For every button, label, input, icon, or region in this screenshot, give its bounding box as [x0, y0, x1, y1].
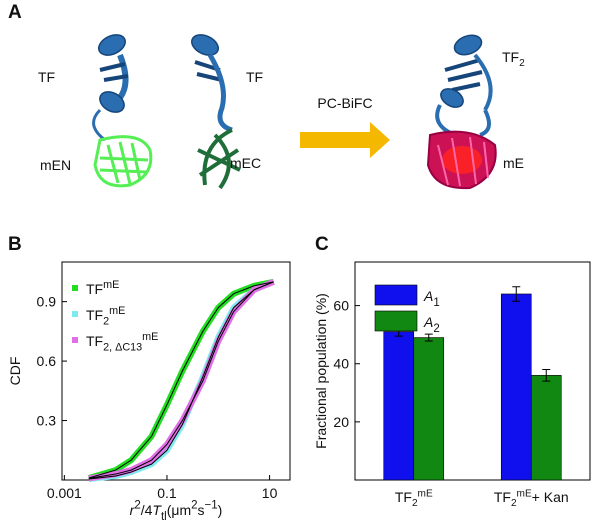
text-part: −1	[205, 500, 218, 512]
error-bar	[512, 286, 521, 302]
text-part: 2	[191, 500, 197, 512]
fit-line	[88, 281, 274, 480]
text-part: s	[198, 502, 205, 518]
text-part: + Kan	[532, 489, 569, 505]
panel-label: A	[8, 2, 22, 23]
panel-label: C	[315, 234, 329, 255]
bar	[500, 293, 532, 481]
error-bar	[542, 369, 551, 382]
text-part: (μm	[167, 502, 191, 518]
text-part: TF	[502, 49, 519, 65]
arrow	[300, 122, 390, 158]
axis-frame	[354, 261, 591, 481]
text-part: TF	[86, 307, 103, 323]
text-part: mE	[103, 279, 119, 291]
fit-line	[88, 281, 274, 479]
fit-line	[88, 281, 274, 479]
label: PC-BiFC	[317, 95, 372, 111]
y-tick-label: 0.9	[37, 294, 57, 310]
legend-label: TFmE	[86, 279, 119, 297]
label: TF	[38, 69, 55, 85]
text-part: 2	[511, 498, 517, 509]
text-part: A	[423, 314, 433, 330]
axis-frame	[61, 261, 291, 481]
legend-label: TF2, ΔC13mE	[86, 331, 158, 354]
text-part: mE	[517, 488, 532, 499]
y-tick-label: 0.6	[37, 353, 57, 369]
label: mEC	[230, 155, 261, 171]
text-part: TF	[86, 333, 103, 349]
legend-marker	[72, 337, 78, 343]
text-part: r	[130, 502, 136, 518]
panel-a-art	[92, 34, 497, 190]
y-axis-label: CDF	[7, 357, 23, 386]
tf-left	[92, 34, 129, 142]
legend-marker	[72, 311, 78, 317]
y-tick-label: 60	[333, 298, 349, 314]
legend-swatch	[374, 310, 418, 332]
bar	[383, 331, 415, 481]
text-part: /4	[141, 502, 153, 518]
legend-marker	[72, 285, 78, 291]
x-tick-label: 0.001	[47, 485, 82, 501]
legend-label: A2	[423, 314, 440, 335]
mE-protein	[426, 130, 497, 190]
text-part: A	[423, 288, 433, 304]
y-axis-label: Fractional population (%)	[313, 293, 329, 449]
legend-swatch	[374, 284, 418, 306]
x-tick-label: 10	[262, 485, 278, 501]
tf-right	[191, 34, 233, 133]
text-part: mE	[142, 331, 158, 343]
label: mEN	[40, 157, 71, 173]
panel-label: B	[8, 234, 22, 255]
text-part: )	[218, 502, 223, 518]
text-part: 2, ΔC13	[103, 342, 142, 354]
text-part: TF	[86, 281, 103, 297]
text-part: TF	[494, 489, 511, 505]
text-part: 2	[134, 500, 140, 512]
text-part: T	[152, 502, 162, 518]
text-part: 2	[103, 316, 109, 328]
bar	[530, 375, 562, 481]
text-part: 2	[412, 498, 418, 509]
bar	[413, 337, 445, 481]
x-tick-label: TF2mE	[395, 488, 433, 509]
text-part: 2	[519, 58, 525, 69]
text-part: 1	[433, 297, 439, 309]
label: TF	[246, 69, 263, 85]
y-tick-label: 20	[333, 414, 349, 430]
mEC-protein	[197, 128, 241, 190]
text-part: TF	[395, 489, 412, 505]
text-part: 2	[433, 323, 439, 335]
text-part: tl	[161, 511, 167, 523]
y-tick-label: 0.3	[37, 413, 57, 429]
tf2	[435, 34, 493, 137]
mEN-protein	[93, 135, 153, 188]
y-tick-label: 40	[333, 356, 349, 372]
error-bar	[424, 333, 433, 342]
legend-label: TF2mE	[86, 305, 125, 328]
x-axis-label: r2/4Ttl(μm2s−1)	[130, 500, 223, 523]
x-tick-label: TF2mE+ Kan	[494, 488, 569, 509]
label: mE	[503, 155, 524, 171]
legend-label: A1	[423, 288, 440, 309]
text-part: mE	[109, 305, 125, 317]
x-tick-label: 0.1	[157, 485, 177, 501]
label: TF2	[502, 49, 525, 69]
text-part: mE	[418, 488, 433, 499]
